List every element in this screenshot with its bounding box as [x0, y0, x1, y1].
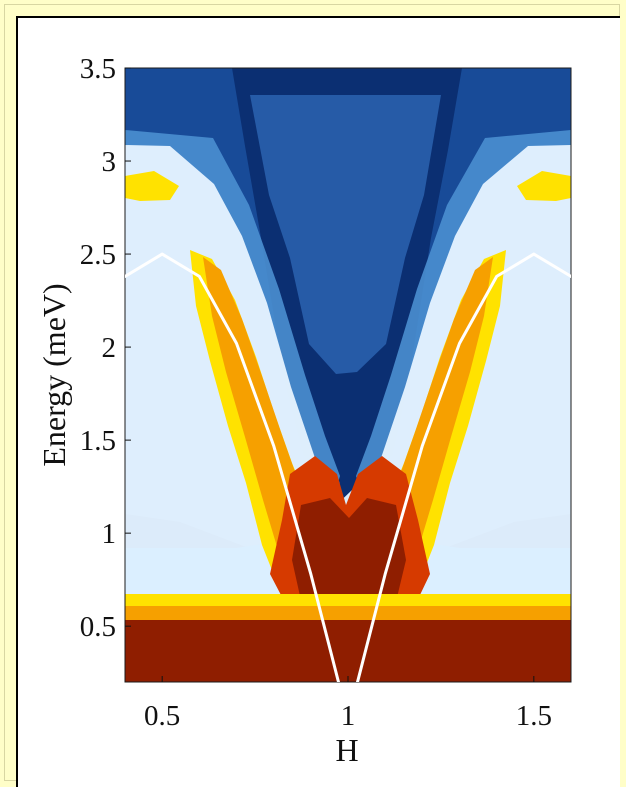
central-dark-red-core: [292, 498, 406, 614]
y-axis: 0.5 1 1.5 2 2.5 3 3.5: [80, 53, 131, 643]
y-tick-label: 2.5: [80, 239, 116, 271]
left-top-yellow-patch: [125, 171, 179, 201]
x-axis-label: H: [335, 732, 358, 768]
center-lighter-blue-region: [250, 95, 441, 374]
y-tick-label: 1.5: [80, 425, 116, 457]
y-tick-label: 0.5: [80, 611, 116, 643]
x-tick-label: 0.5: [144, 700, 180, 732]
y-tick-label: 3: [102, 146, 117, 178]
heatmap-layer: [125, 68, 571, 682]
y-tick-label: 1: [102, 518, 117, 550]
right-top-yellow-patch: [517, 171, 571, 201]
y-tick-label: 2: [102, 332, 117, 364]
bottom-red-floor: [125, 620, 571, 682]
y-axis-label: Energy (meV): [36, 283, 72, 466]
y-tick-label: 3.5: [80, 53, 116, 85]
lower-orange-strip: [125, 606, 571, 624]
x-axis: 0.5 1 1.5: [144, 676, 552, 732]
curve-layer: [125, 252, 571, 682]
x-tick-label: 1: [341, 700, 356, 732]
dispersion-curve-series: [125, 252, 571, 682]
x-tick-label: 1.5: [516, 700, 552, 732]
